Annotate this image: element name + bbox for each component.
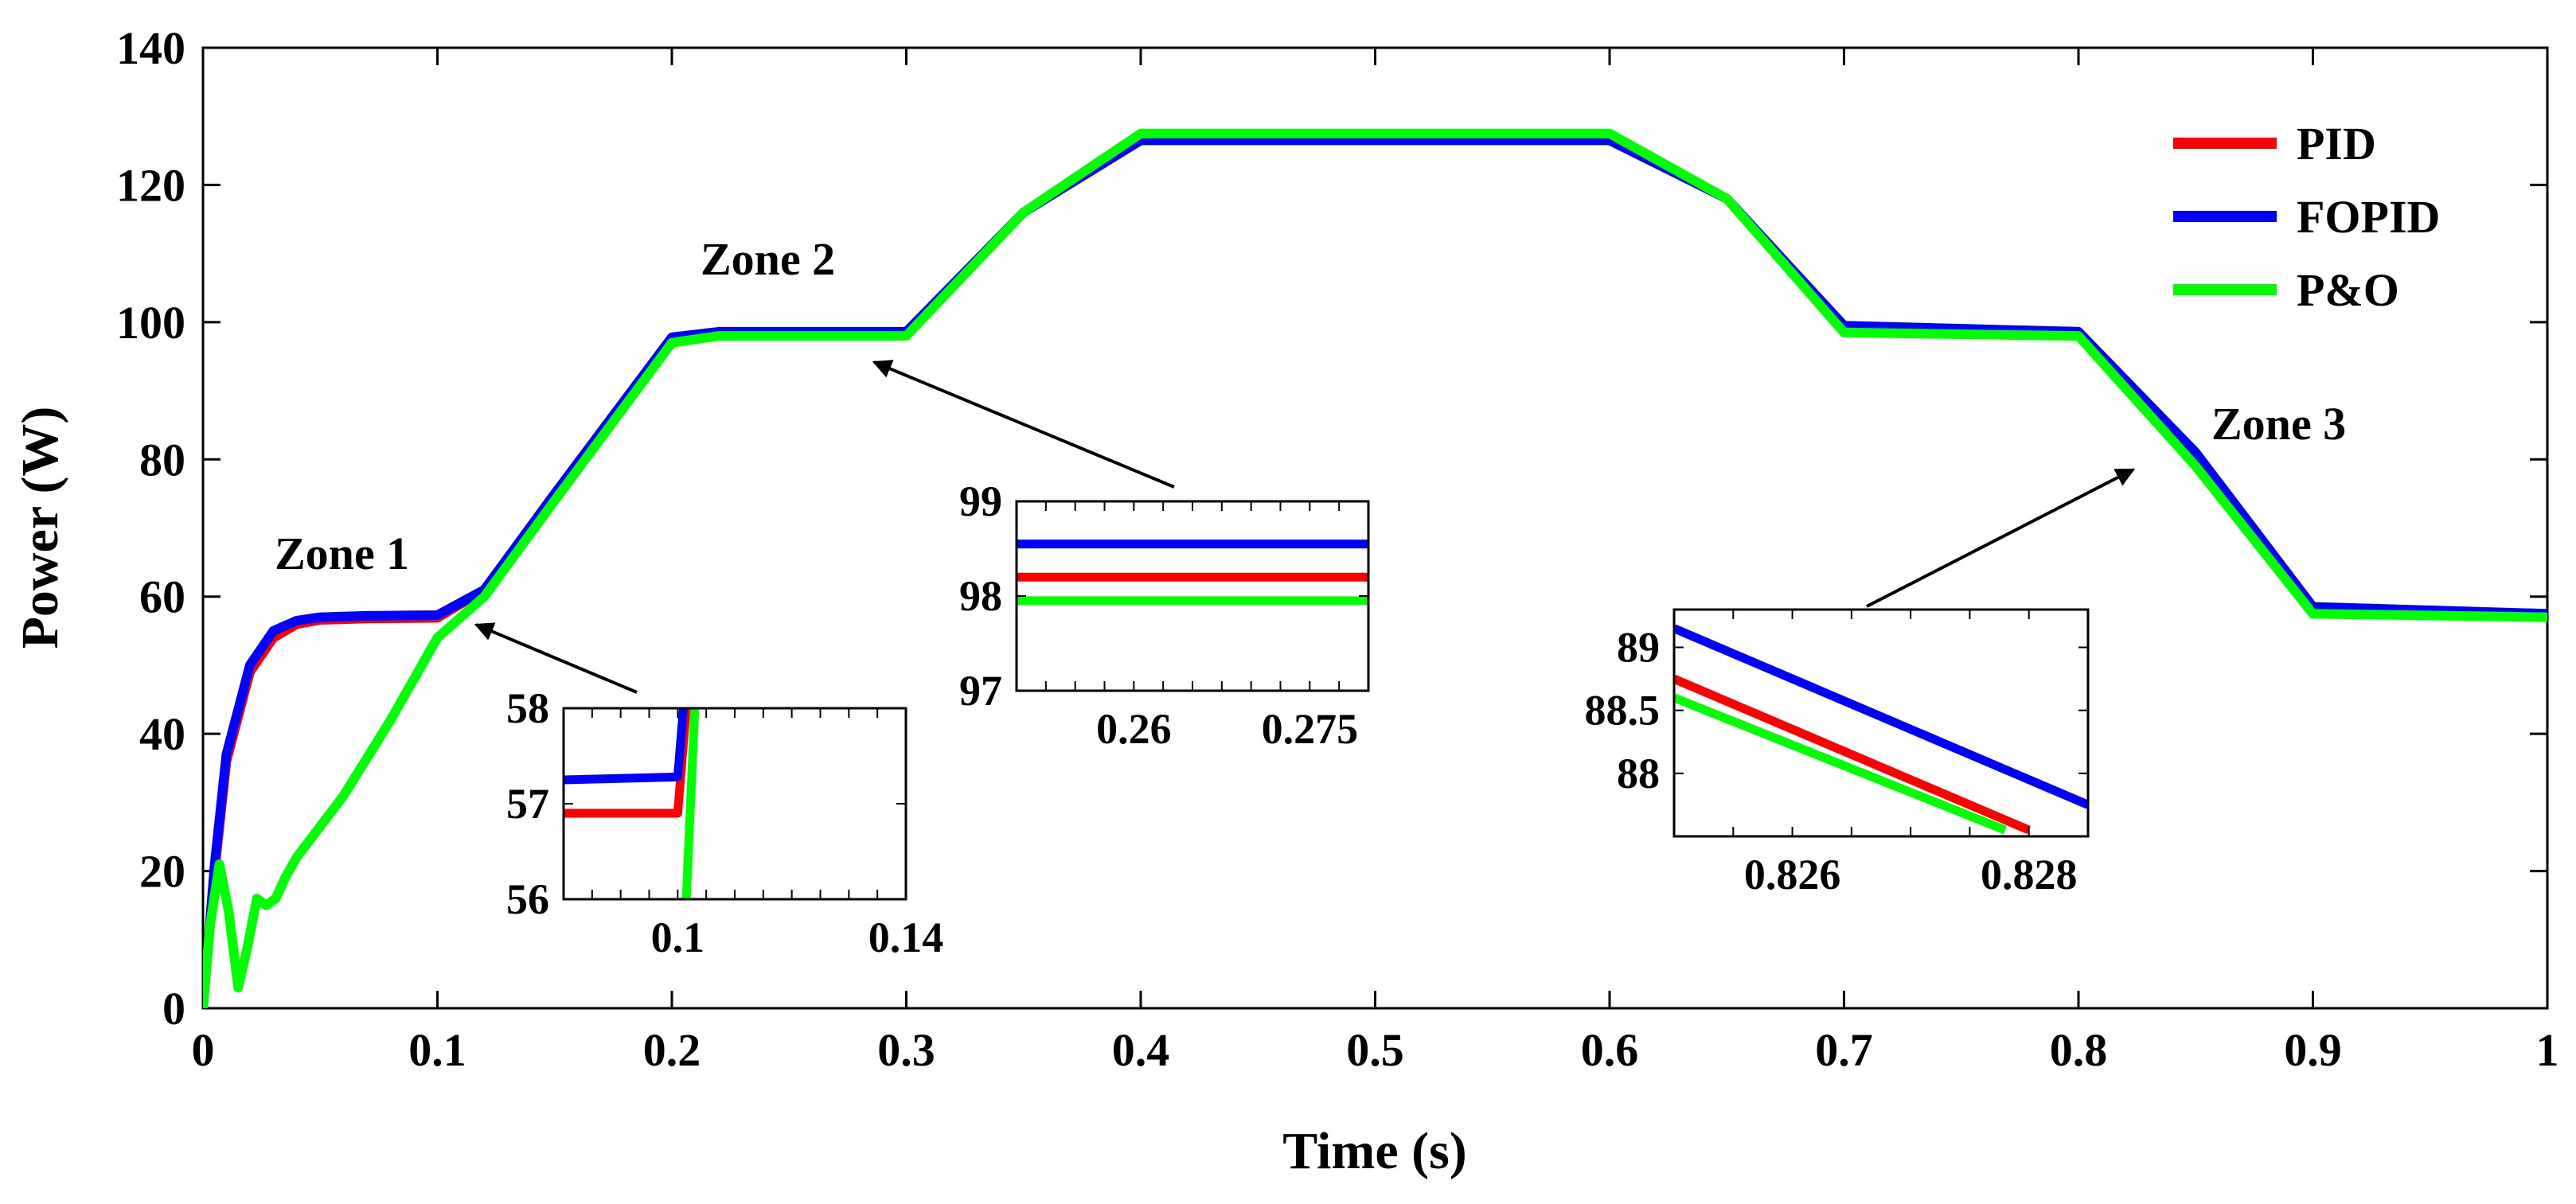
inset-series-lines <box>564 708 700 899</box>
inset-line-pid <box>1674 675 2031 835</box>
x-tick-label: 0.1 <box>408 1024 466 1076</box>
x-tick-labels: 0 0.1 0.2 0.3 0.4 0.5 0.6 0.7 0.8 0.9 1 <box>192 1024 2559 1076</box>
inset-x-tick-label: 0.826 <box>1744 851 1841 898</box>
plot-area-frame <box>201 46 2549 1010</box>
x-tick-label: 0.8 <box>2050 1024 2108 1076</box>
zone-1-inset: 0.1 0.14 56 57 58 <box>506 684 943 961</box>
x-tick-label: 0 <box>192 1024 215 1076</box>
y-tick-label: 120 <box>116 159 185 211</box>
zone-1-arrow <box>474 622 638 694</box>
inset-line-po <box>681 708 700 899</box>
zone-3-inset: 0.826 0.828 88 88.5 89 <box>1585 608 2090 898</box>
y-tick-label: 60 <box>139 571 185 623</box>
y-tick-label: 100 <box>116 297 185 349</box>
inset-y-tick-label: 99 <box>959 477 1002 525</box>
inset-x-tick-label: 0.1 <box>651 914 705 961</box>
legend-label-pid: PID <box>2297 118 2376 169</box>
inset-y-tick-label: 88.5 <box>1585 687 1661 734</box>
inset-y-tick-label: 56 <box>506 875 549 923</box>
inset-x-tick-label: 0.14 <box>868 914 944 961</box>
x-tick-label: 0.2 <box>643 1024 701 1076</box>
inset-y-tick-label: 88 <box>1617 750 1660 797</box>
zone-1-label: Zone 1 <box>275 528 409 579</box>
inset-frame <box>1672 608 2090 838</box>
x-tick-label: 0.3 <box>877 1024 935 1076</box>
inset-x-tick-label: 0.828 <box>1981 851 2078 898</box>
y-tick-labels: 0 20 40 60 80 100 120 140 <box>116 22 185 1035</box>
x-tick-label: 0.7 <box>1815 1024 1873 1076</box>
inset-series-lines <box>1674 624 2088 835</box>
zone-3-label: Zone 3 <box>2211 398 2346 450</box>
zone-3-arrow <box>1866 468 2136 608</box>
inset-y-tick-label: 89 <box>1617 624 1660 672</box>
zone-2-label: Zone 2 <box>701 233 835 285</box>
legend-label-po: P&O <box>2297 264 2399 316</box>
x-tick-label: 0.9 <box>2284 1024 2342 1076</box>
y-axis-label: Power (W) <box>11 407 69 649</box>
main-series-lines <box>203 128 2547 1008</box>
inset-series-lines <box>1017 540 1368 606</box>
inset-line-fopid <box>1674 624 2088 809</box>
x-tick-label: 0.6 <box>1581 1024 1639 1076</box>
y-tick-label: 80 <box>139 434 185 485</box>
x-tick-label: 1 <box>2536 1024 2559 1076</box>
inset-y-tick-label: 58 <box>506 684 549 732</box>
zone-2-arrow <box>872 360 1175 489</box>
y-tick-label: 140 <box>116 22 185 74</box>
inset-y-tick-label: 97 <box>959 667 1002 715</box>
legend-label-fopid: FOPID <box>2297 191 2440 243</box>
zone-2-inset: 0.26 0.275 97 98 99 <box>959 477 1370 753</box>
y-tick-label: 40 <box>139 708 185 760</box>
inset-background <box>1017 501 1368 691</box>
inset-background <box>564 708 906 899</box>
inset-x-tick-label: 0.275 <box>1262 705 1359 753</box>
series-line-po <box>203 128 2547 1008</box>
x-axis-label: Time (s) <box>1282 1122 1467 1180</box>
inset-x-tick-label: 0.26 <box>1096 705 1172 753</box>
y-tick-label: 0 <box>162 983 185 1035</box>
series-line-fopid <box>203 135 2547 1008</box>
x-tick-label: 0.4 <box>1112 1024 1170 1076</box>
inset-y-tick-label: 98 <box>959 572 1002 620</box>
inset-y-tick-label: 57 <box>506 780 549 828</box>
inset-line-fopid <box>564 708 688 785</box>
legend: PID FOPID P&O <box>2173 118 2440 316</box>
y-tick-label: 20 <box>139 846 185 898</box>
x-tick-label: 0.5 <box>1346 1024 1404 1076</box>
inset-line-po <box>1674 693 2008 835</box>
